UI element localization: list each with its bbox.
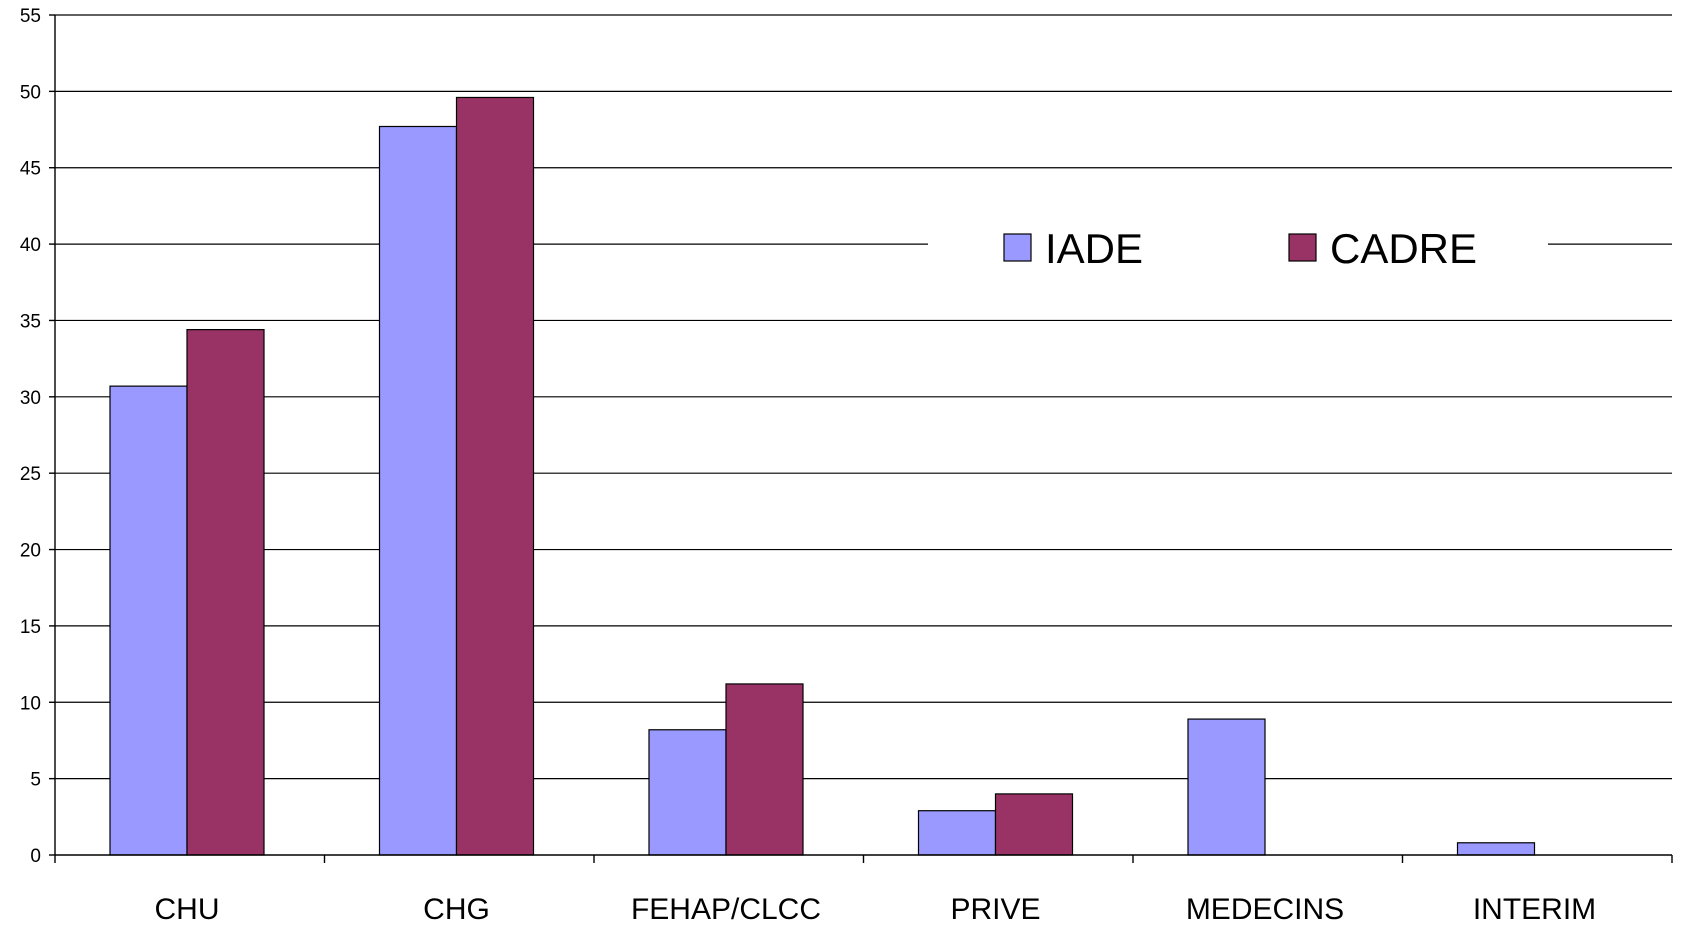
y-axis-ticks: 0 5 10 15 20 25 30 35 40 45 50 55	[20, 6, 55, 867]
bar-cadre-chu	[186, 329, 265, 856]
y-tick-label: 10	[20, 693, 41, 714]
bar-iade-fehap-clcc	[648, 729, 727, 856]
bars	[109, 96, 1536, 856]
legend-label-cadre: CADRE	[1330, 225, 1477, 272]
x-tick-label: MEDECINS	[1186, 893, 1344, 926]
x-tick-label: FEHAP/CLCC	[631, 893, 821, 926]
legend-swatch-iade	[1003, 233, 1032, 262]
y-tick-label: 35	[20, 311, 41, 332]
y-tick-label: 20	[20, 541, 41, 562]
y-tick-label: 5	[30, 770, 41, 791]
axes	[54, 15, 1672, 856]
y-tick-label: 25	[20, 464, 41, 485]
x-tick-label: CHU	[155, 893, 220, 926]
y-tick-label: 55	[20, 6, 41, 27]
y-tick-label: 40	[20, 235, 41, 256]
bar-iade-prive	[917, 810, 997, 856]
x-tick-label: PRIVE	[950, 893, 1040, 926]
bar-iade-medecins	[1187, 718, 1266, 856]
bar-iade-interim	[1456, 842, 1536, 856]
gridlines	[55, 14, 1672, 780]
y-tick-label: 30	[20, 388, 41, 409]
bar-cadre-chg	[455, 96, 535, 856]
bar-cadre-prive	[994, 793, 1074, 856]
legend-label-iade: IADE	[1045, 225, 1143, 272]
y-tick-label: 45	[20, 159, 41, 180]
x-axis-ticks: CHU CHG FEHAP/CLCC PRIVE MEDECINS INTERIM	[54, 855, 1673, 926]
bar-iade-chu	[109, 385, 188, 856]
y-tick-label: 15	[20, 617, 41, 638]
x-tick-label: CHG	[423, 893, 490, 926]
legend: IADE CADRE	[1003, 225, 1477, 272]
bar-cadre-fehap-clcc	[725, 683, 804, 856]
legend-swatch-cadre	[1288, 233, 1317, 262]
bar-iade-chg	[378, 125, 458, 856]
x-tick-label: INTERIM	[1473, 893, 1596, 926]
y-tick-label: 0	[30, 846, 41, 867]
y-tick-label: 50	[20, 82, 41, 103]
